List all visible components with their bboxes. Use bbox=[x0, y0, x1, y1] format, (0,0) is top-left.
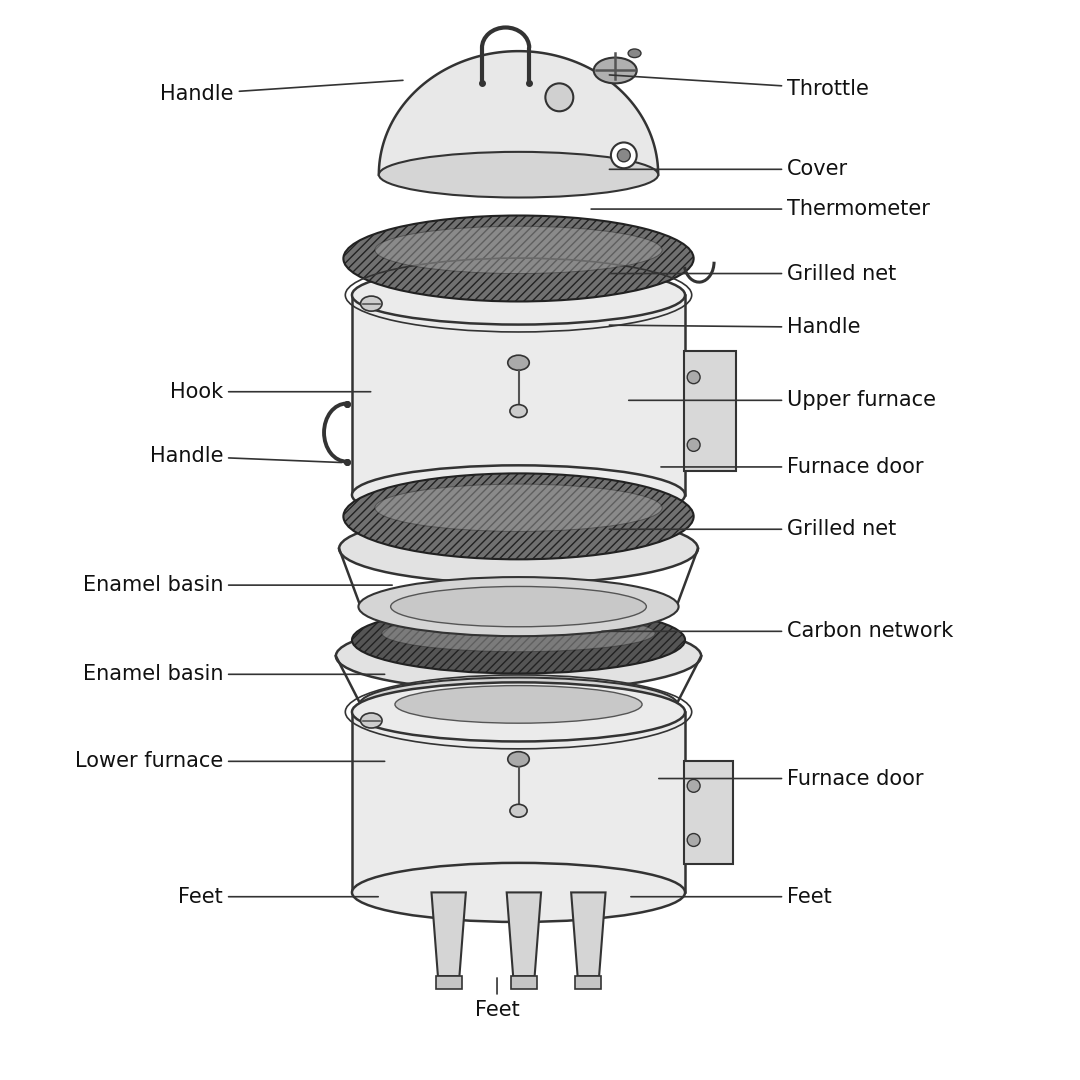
Text: Handle: Handle bbox=[609, 318, 861, 337]
Circle shape bbox=[687, 370, 700, 383]
FancyBboxPatch shape bbox=[684, 761, 733, 864]
Ellipse shape bbox=[343, 216, 693, 301]
Ellipse shape bbox=[375, 227, 662, 273]
Ellipse shape bbox=[359, 577, 678, 636]
Ellipse shape bbox=[395, 686, 643, 724]
Ellipse shape bbox=[379, 152, 658, 198]
Text: Throttle: Throttle bbox=[609, 75, 869, 98]
Circle shape bbox=[687, 438, 700, 451]
Ellipse shape bbox=[508, 752, 529, 767]
Bar bbox=[576, 976, 602, 989]
Ellipse shape bbox=[510, 405, 527, 418]
Ellipse shape bbox=[343, 473, 693, 559]
Text: Feet: Feet bbox=[631, 887, 832, 907]
Ellipse shape bbox=[352, 465, 685, 525]
Text: Grilled net: Grilled net bbox=[609, 519, 896, 539]
Ellipse shape bbox=[361, 713, 382, 728]
Ellipse shape bbox=[391, 586, 646, 626]
Circle shape bbox=[687, 780, 700, 793]
Polygon shape bbox=[352, 295, 685, 495]
Text: Furnace door: Furnace door bbox=[659, 769, 923, 788]
Text: Enamel basin: Enamel basin bbox=[82, 576, 392, 595]
Circle shape bbox=[687, 834, 700, 847]
Bar bbox=[435, 976, 461, 989]
Ellipse shape bbox=[382, 615, 656, 651]
Bar bbox=[511, 976, 537, 989]
Ellipse shape bbox=[352, 863, 685, 922]
Text: Lower furnace: Lower furnace bbox=[75, 752, 384, 771]
Ellipse shape bbox=[594, 57, 637, 83]
Text: Upper furnace: Upper furnace bbox=[629, 390, 936, 410]
Text: Feet: Feet bbox=[178, 887, 378, 907]
Circle shape bbox=[618, 149, 631, 162]
Circle shape bbox=[545, 83, 573, 111]
Ellipse shape bbox=[375, 484, 662, 531]
Text: Handle: Handle bbox=[160, 80, 403, 104]
Polygon shape bbox=[507, 892, 541, 976]
Ellipse shape bbox=[339, 514, 698, 583]
Polygon shape bbox=[379, 51, 658, 175]
Ellipse shape bbox=[336, 621, 701, 691]
Ellipse shape bbox=[508, 355, 529, 370]
Ellipse shape bbox=[629, 49, 642, 57]
Text: Thermometer: Thermometer bbox=[591, 199, 930, 219]
Ellipse shape bbox=[510, 805, 527, 818]
Ellipse shape bbox=[361, 296, 382, 311]
Text: Feet: Feet bbox=[474, 977, 519, 1020]
Text: Handle: Handle bbox=[149, 446, 341, 467]
Ellipse shape bbox=[352, 266, 685, 325]
FancyBboxPatch shape bbox=[684, 351, 735, 471]
Text: Hook: Hook bbox=[170, 381, 370, 402]
Ellipse shape bbox=[352, 683, 685, 742]
Polygon shape bbox=[432, 892, 465, 976]
Text: Carbon network: Carbon network bbox=[602, 621, 954, 642]
Text: Enamel basin: Enamel basin bbox=[82, 664, 384, 685]
Circle shape bbox=[611, 143, 637, 168]
Text: Furnace door: Furnace door bbox=[661, 457, 923, 477]
Ellipse shape bbox=[360, 677, 677, 731]
Polygon shape bbox=[352, 712, 685, 892]
Polygon shape bbox=[571, 892, 606, 976]
Ellipse shape bbox=[352, 606, 685, 674]
Text: Cover: Cover bbox=[609, 160, 848, 179]
Text: Grilled net: Grilled net bbox=[609, 264, 896, 284]
